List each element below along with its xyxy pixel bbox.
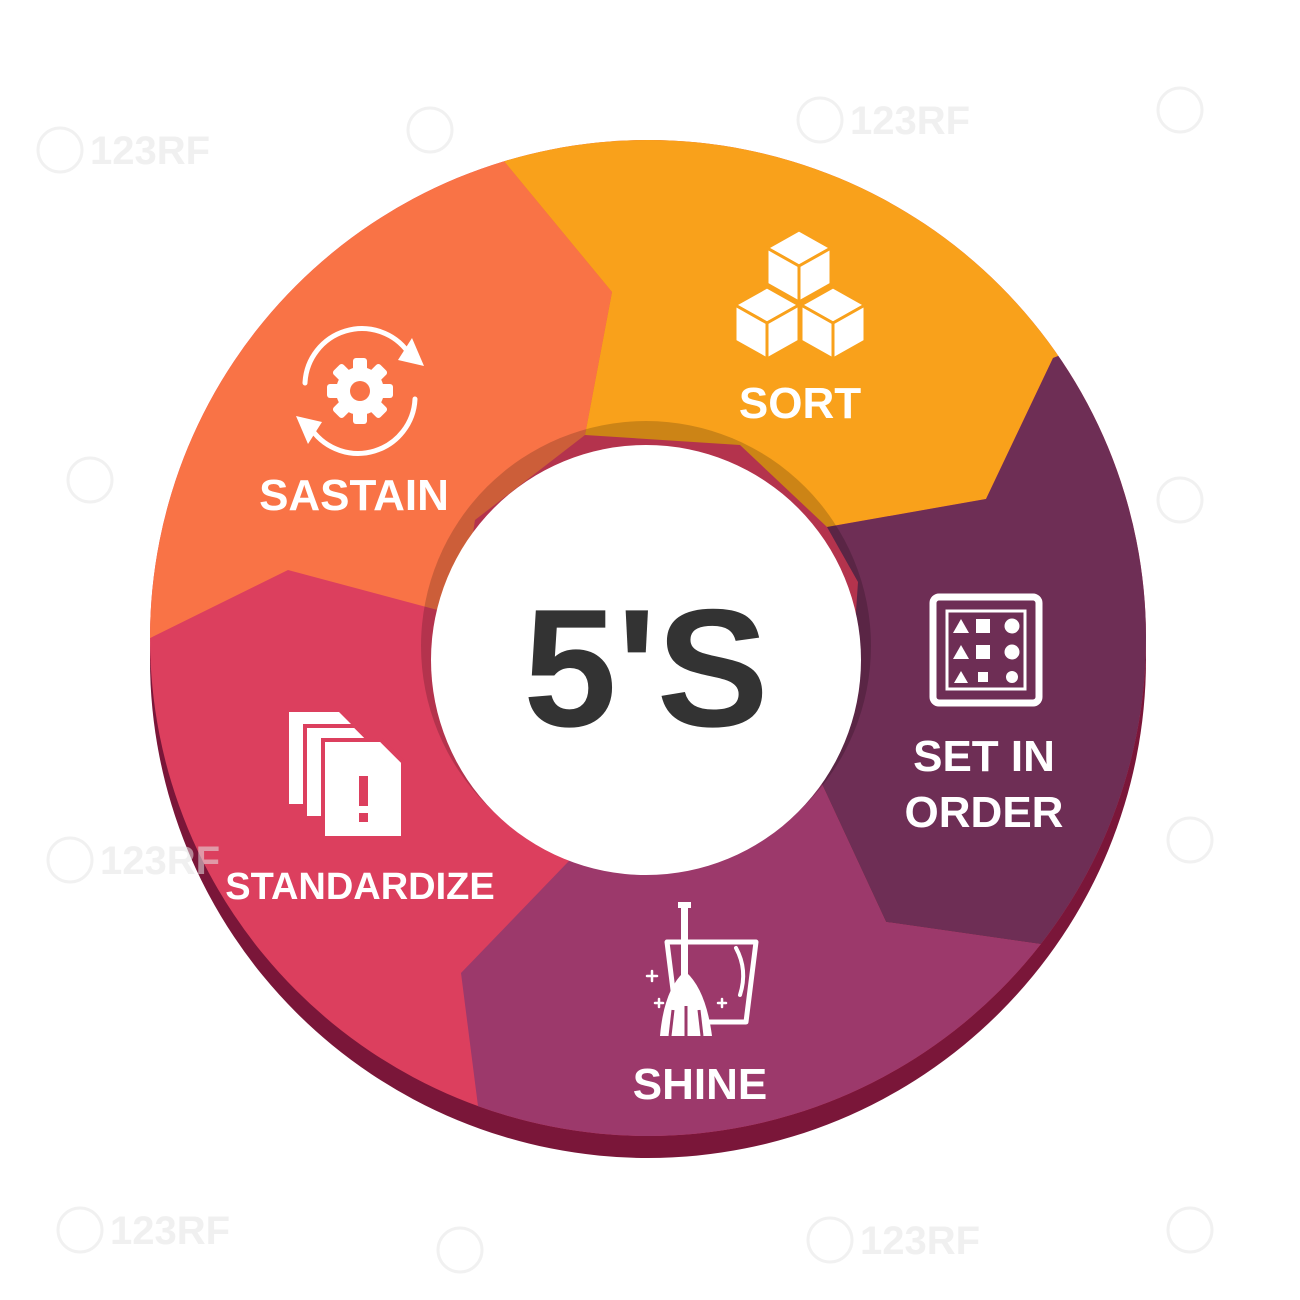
svg-text:123RF: 123RF [100, 839, 220, 883]
svg-text:123RF: 123RF [90, 129, 210, 173]
svg-text:123RF: 123RF [860, 1219, 980, 1263]
center-circle [431, 445, 861, 875]
segment-label-shine: SHINE [633, 1060, 767, 1109]
segment-label-set-in-order-line1: SET IN [913, 732, 1055, 781]
cubes-icon [733, 228, 867, 361]
segment-label-sort: SORT [739, 379, 861, 428]
documents-alert-icon [289, 712, 405, 840]
segment-label-standardize: STANDARDIZE [225, 866, 495, 908]
segment-label-set-in-order-line2: ORDER [905, 788, 1064, 837]
shape-grid-icon [929, 593, 1043, 707]
svg-text:123RF: 123RF [110, 1209, 230, 1253]
gear-cycle-icon [296, 326, 424, 456]
segment-label-sastain: SASTAIN [259, 471, 449, 520]
svg-text:123RF: 123RF [850, 99, 970, 143]
watermark: 123RF 123RF 123RF 123RF 123RF [36, 86, 1214, 1274]
broom-bucket-icon [645, 902, 759, 1037]
center-label: 5'S [523, 574, 768, 762]
